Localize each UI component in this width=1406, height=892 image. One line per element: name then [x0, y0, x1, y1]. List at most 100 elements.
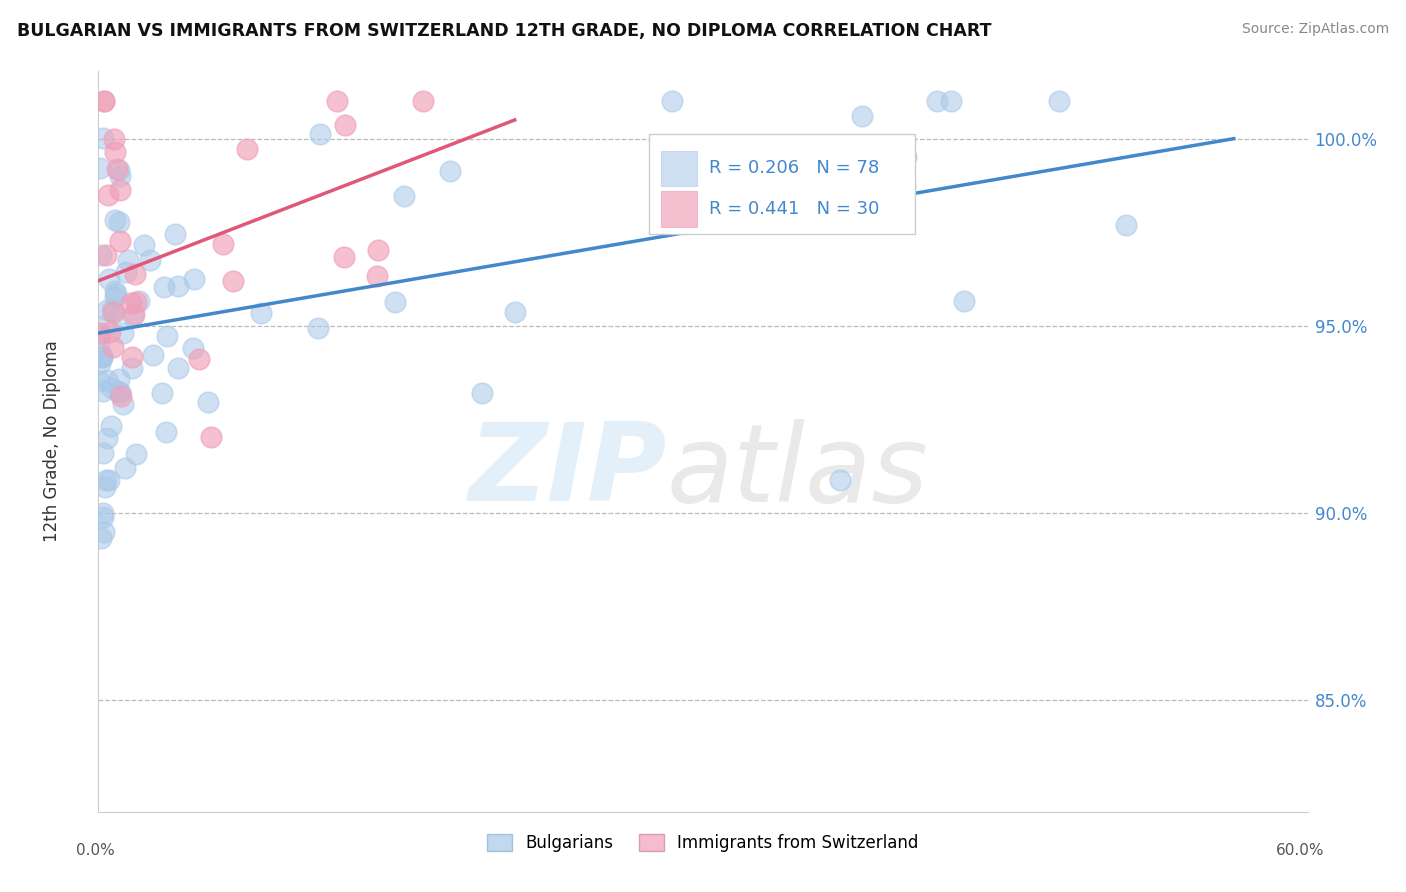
Point — [103, 132, 125, 146]
Point — [93, 95, 115, 109]
Point — [96, 431, 118, 445]
Point — [90, 531, 112, 545]
Point — [89, 375, 111, 389]
Point — [96, 373, 118, 387]
Text: ZIP: ZIP — [468, 418, 666, 524]
FancyBboxPatch shape — [661, 151, 697, 186]
Text: R = 0.206   N = 78: R = 0.206 N = 78 — [709, 160, 879, 178]
Point — [103, 305, 125, 319]
Point — [155, 425, 177, 440]
Point — [222, 274, 245, 288]
Point — [104, 284, 127, 298]
Point — [89, 326, 111, 340]
Point — [96, 473, 118, 487]
Point — [333, 250, 356, 264]
Point — [108, 234, 131, 248]
Point — [91, 350, 114, 364]
Point — [439, 163, 461, 178]
Text: atlas: atlas — [666, 418, 928, 524]
Point — [101, 340, 124, 354]
Point — [953, 293, 976, 308]
Point — [124, 307, 146, 321]
Point — [132, 238, 155, 252]
Point — [326, 95, 349, 109]
Point — [91, 506, 114, 520]
Point — [366, 269, 388, 284]
Point — [112, 397, 135, 411]
Text: R = 0.441   N = 30: R = 0.441 N = 30 — [709, 200, 879, 218]
Point — [90, 349, 112, 363]
Point — [167, 361, 190, 376]
Point — [91, 509, 114, 524]
Point — [394, 188, 416, 202]
Point — [156, 329, 179, 343]
Point — [91, 384, 114, 399]
Text: Source: ZipAtlas.com: Source: ZipAtlas.com — [1241, 22, 1389, 37]
Point — [307, 321, 329, 335]
Point — [89, 338, 111, 352]
Point — [100, 419, 122, 434]
Point — [105, 162, 128, 177]
Point — [97, 188, 120, 202]
Point — [89, 161, 111, 175]
Point — [121, 350, 143, 364]
Point — [412, 95, 434, 109]
Point — [93, 525, 115, 540]
Point — [91, 131, 114, 145]
Point — [152, 280, 174, 294]
Point — [94, 480, 117, 494]
Point — [108, 214, 131, 228]
Point — [181, 341, 204, 355]
Point — [104, 145, 127, 159]
Point — [115, 264, 138, 278]
Point — [90, 248, 112, 262]
FancyBboxPatch shape — [648, 135, 915, 235]
Point — [117, 253, 139, 268]
Point — [104, 212, 127, 227]
Point — [197, 395, 219, 409]
Point — [93, 95, 115, 109]
Point — [150, 386, 173, 401]
Point — [236, 142, 259, 156]
Point — [108, 372, 131, 386]
Point — [89, 327, 111, 342]
Point — [96, 318, 118, 332]
Point — [91, 350, 114, 364]
Point — [107, 385, 129, 400]
Point — [125, 294, 148, 309]
Point — [309, 127, 332, 141]
Point — [93, 446, 115, 460]
Point — [142, 348, 165, 362]
Point — [98, 325, 121, 339]
Point — [212, 237, 235, 252]
Point — [114, 460, 136, 475]
Point — [925, 95, 948, 109]
Point — [471, 385, 494, 400]
Point — [166, 278, 188, 293]
Point — [250, 306, 273, 320]
Point — [367, 243, 389, 257]
Point — [183, 272, 205, 286]
Text: 60.0%: 60.0% — [1277, 843, 1324, 858]
Point — [384, 294, 406, 309]
Point — [894, 178, 917, 193]
Point — [1047, 95, 1070, 109]
Point — [101, 381, 124, 395]
Point — [111, 326, 134, 340]
Point — [108, 163, 131, 178]
Point — [98, 272, 121, 286]
Point — [89, 356, 111, 370]
Point — [661, 95, 683, 109]
Point — [122, 309, 145, 323]
Point — [120, 296, 142, 310]
Point — [104, 290, 127, 304]
Point — [138, 253, 160, 268]
Point — [851, 109, 873, 123]
Point — [105, 287, 128, 301]
Point — [121, 360, 143, 375]
Text: BULGARIAN VS IMMIGRANTS FROM SWITZERLAND 12TH GRADE, NO DIPLOMA CORRELATION CHAR: BULGARIAN VS IMMIGRANTS FROM SWITZERLAND… — [17, 22, 991, 40]
Point — [124, 267, 146, 281]
Point — [200, 430, 222, 444]
Text: 0.0%: 0.0% — [76, 843, 115, 858]
Point — [101, 304, 124, 318]
